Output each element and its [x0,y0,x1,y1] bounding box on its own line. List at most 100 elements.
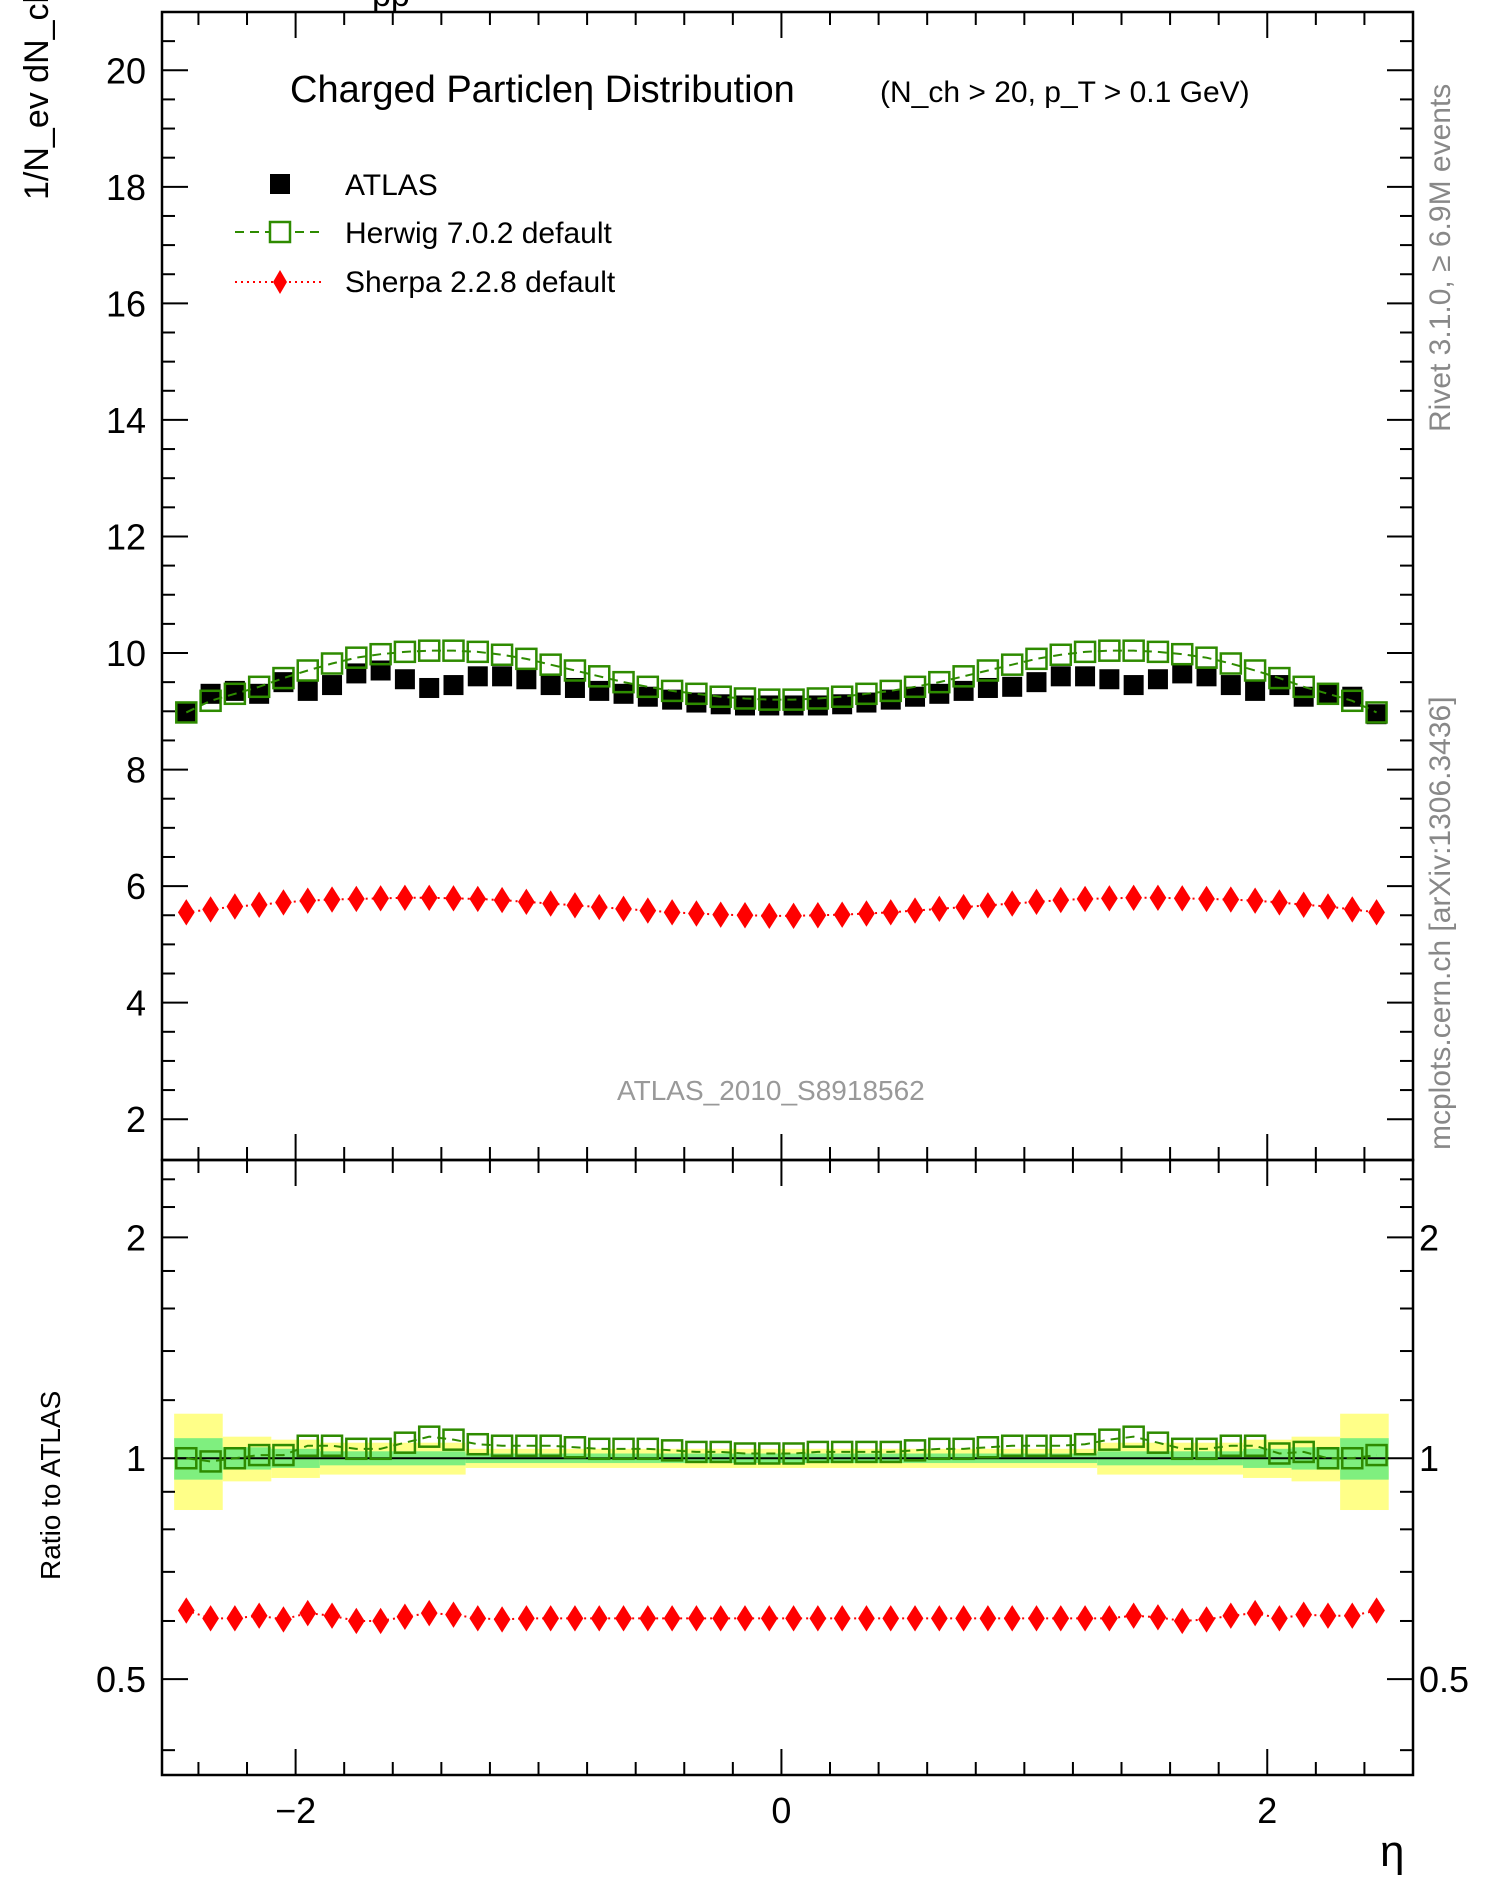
herwig-line [185,649,1377,714]
atlas-data-point [346,663,367,684]
ratio-herwig-point [1000,1434,1024,1457]
ratio-herwig-point [806,1440,830,1464]
ratio-sherpa-point [420,1599,438,1627]
ratio-sherpa-point [469,1605,487,1632]
ratio-herwig-point [296,1434,319,1457]
y-tick-label: 14 [106,400,146,441]
ratio-sherpa-line [185,1609,1377,1622]
legend-label-herwig: Herwig 7.0.2 default [345,217,612,250]
ratio-sherpa-point [299,1599,317,1627]
main-title-cuts: (N_ch > 20, p_T > 0.1 GeV) [880,76,1250,109]
atlas-data-point [540,675,561,696]
ratio-sherpa-point [1100,1605,1118,1632]
atlas-data-point [1123,675,1144,696]
ratio-sherpa-point [250,1602,268,1629]
ratio-herwig-point [345,1437,368,1461]
legend-label-atlas: ATLAS [345,169,438,202]
ratio-sherpa-point [1173,1607,1191,1635]
ratio-sherpa-point [590,1605,608,1632]
atlas-data-point [249,683,270,704]
ratio-herwig-point [636,1437,660,1461]
main-title: Charged Particleη Distribution (N_ch > 2… [290,69,1250,111]
sherpa-data-point [493,886,511,914]
atlas-data-point [613,683,634,704]
ratio-sherpa-point [1052,1605,1070,1632]
herwig-data-point [758,688,781,711]
herwig-data-point [709,685,732,708]
herwig-data-point [320,652,344,675]
ratio-herwig-point [782,1442,805,1465]
herwig-data-point [1219,652,1243,675]
herwig-data-point [1268,666,1291,690]
ratio-herwig-point [272,1443,295,1467]
atlas-data-point [176,703,197,724]
ratio-herwig-point [417,1425,441,1448]
legend-entry-herwig: Herwig 7.0.2 default [235,217,612,250]
ratio-herwig-point [903,1439,927,1462]
herwig-data-point [1073,640,1097,664]
sherpa-data-point [420,884,438,911]
sherpa-data-point [833,901,851,928]
herwig-data-point [1049,643,1073,667]
y-tick-label: 10 [106,633,146,674]
sherpa-data-point [882,899,900,926]
atlas-data-point [977,677,998,698]
herwig-data-point [369,642,392,666]
herwig-data-point [806,687,830,710]
atlas-data-point [1147,669,1168,690]
sherpa-data-point [736,902,754,929]
atlas-data-point [467,666,488,687]
ratio-y-axis-label: Ratio to ATLAS [35,1391,66,1580]
herwig-data-point [1025,647,1048,671]
ratio-herwig-point [952,1437,975,1461]
sherpa-data-point [979,892,997,919]
herwig-data-point [296,659,319,682]
ratio-sherpa-point [688,1605,705,1632]
atlas-data-point [589,680,610,701]
herwig-data-point [1341,689,1364,713]
x-axis-label: η [1380,1827,1404,1876]
ratio-sherpa-point [1003,1605,1021,1632]
ratio-sherpa-point [202,1605,219,1632]
y-tick-label: 16 [106,283,146,324]
legend-entry-sherpa: Sherpa 2.2.8 default [235,266,616,299]
ratio-sherpa-point [445,1601,462,1628]
ratio-sherpa-point [323,1602,341,1629]
herwig-data-point [612,670,635,694]
ratio-sherpa-point [760,1605,778,1632]
ratio-y-tick-label: 0.5 [96,1659,146,1700]
atlas-data-point [686,692,707,713]
sherpa-data-point [1003,890,1021,917]
ratio-sherpa-point [1222,1602,1240,1629]
atlas-data-point [1269,675,1290,696]
sherpa-data-point [299,887,317,914]
sherpa-data-point [323,886,341,913]
atlas-data-point [1099,669,1120,690]
herwig-data-point [345,646,368,669]
atlas-data-point [1366,704,1387,725]
sherpa-data-point [396,884,414,911]
atlas-data-point [200,683,221,704]
top-title-partial: pp [372,0,410,14]
sherpa-data-point [469,885,487,913]
sherpa-data-point [445,885,462,912]
ratio-herwig-point [442,1428,465,1451]
ratio-sherpa-point [979,1605,997,1632]
sherpa-data-point [347,885,365,913]
ratio-herwig-line [186,1435,1377,1463]
herwig-data-point [1316,682,1340,706]
herwig-data-point [563,659,587,682]
herwig-data-point [417,639,441,662]
legend-marker-herwig [268,220,292,244]
sherpa-data-point [809,902,827,929]
analysis-label: ATLAS_2010_S8918562 [617,1075,925,1106]
main-title-text: Charged Particleη Distribution [290,69,795,111]
y-tick-label: 18 [106,167,146,208]
ratio-herwig-point [1122,1425,1145,1448]
ratio-herwig-point [1316,1446,1340,1470]
atlas-data-point [419,677,440,698]
side-label-rivet: Rivet 3.1.0, ≥ 6.9M events [1424,84,1457,432]
herwig-data-point [515,647,538,671]
sherpa-data-point [1343,896,1361,923]
ratio-sherpa-point [858,1605,875,1632]
